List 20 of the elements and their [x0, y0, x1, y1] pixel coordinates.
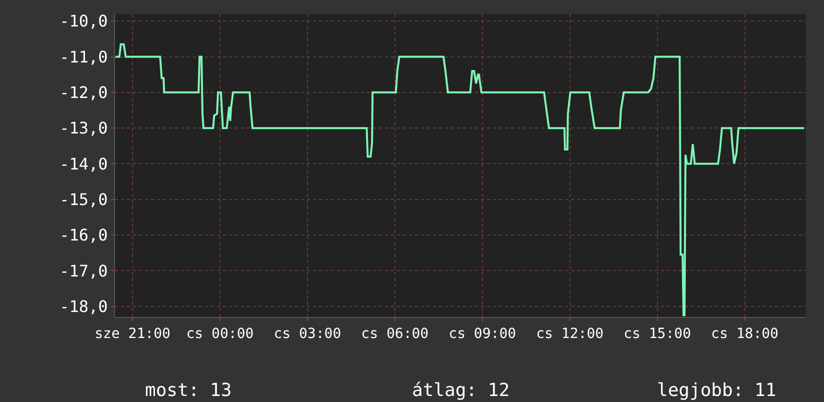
x-tick-label: cs 06:00 [361, 326, 429, 342]
y-tick-label: -11,0 [60, 47, 108, 66]
y-tick-label: -17,0 [60, 261, 108, 280]
y-tick-label: -18,0 [60, 296, 108, 316]
x-tick-label: cs 00:00 [186, 326, 254, 342]
x-tick-label: cs 03:00 [274, 326, 342, 342]
text: most: 13 [145, 380, 232, 401]
y-tick-label: -12,0 [60, 83, 108, 102]
x-tick-label: cs 12:00 [536, 326, 604, 342]
y-tick-label: -15,0 [60, 190, 108, 209]
x-tick-label: sze 21:00 [94, 326, 170, 342]
y-tick-label: -10,0 [60, 12, 108, 31]
y-tick-label: -13,0 [60, 118, 108, 138]
x-tick-label: cs 09:00 [448, 326, 516, 342]
text: átlag: 12 [412, 380, 510, 401]
y-tick-label: -14,0 [60, 154, 108, 174]
x-tick-label: cs 15:00 [624, 326, 692, 342]
y-tick-label: -16,0 [60, 226, 108, 245]
text: legjobb: 11 [657, 380, 776, 401]
x-tick-label: cs 18:00 [711, 326, 778, 342]
